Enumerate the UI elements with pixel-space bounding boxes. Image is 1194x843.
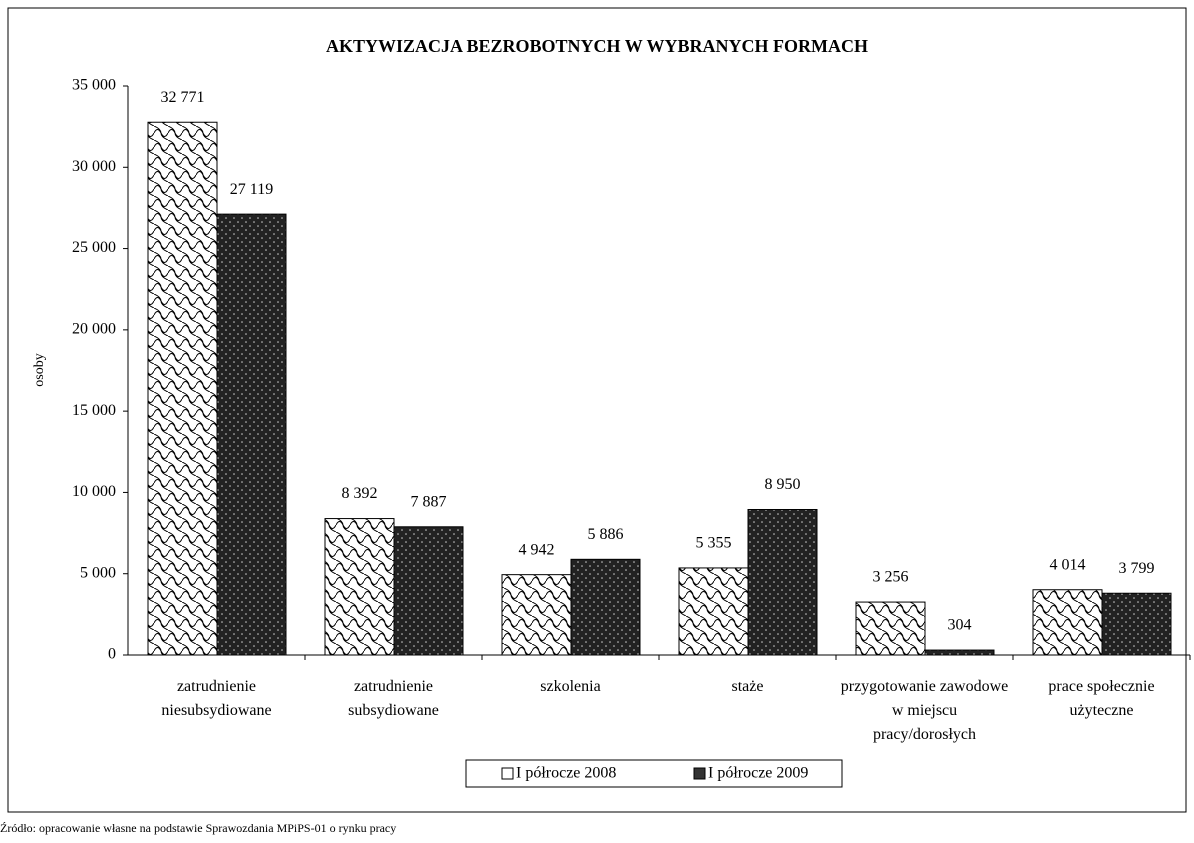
- value-label: 4 942: [519, 541, 555, 558]
- legend-label: I półrocze 2008: [516, 765, 616, 782]
- y-tick-label: 35 000: [72, 77, 116, 94]
- value-label: 32 771: [161, 89, 205, 106]
- y-tick-label: 10 000: [72, 483, 116, 500]
- bar: [501, 574, 572, 656]
- y-tick-label: 30 000: [72, 158, 116, 175]
- value-label: 5 355: [696, 535, 732, 552]
- bar: [1032, 589, 1103, 656]
- value-label: 304: [948, 617, 972, 634]
- x-tick-label: przygotowanie zawodowe w miejscu pracy/d…: [840, 678, 1009, 743]
- value-label: 3 256: [873, 569, 909, 586]
- x-tick-label: zatrudnienie subsydiowane: [348, 678, 439, 719]
- legend-swatch: [693, 767, 706, 780]
- value-label: 3 799: [1119, 560, 1155, 577]
- y-tick-label: 25 000: [72, 239, 116, 256]
- bar: [324, 518, 395, 656]
- bar: [747, 508, 818, 656]
- y-tick-label: 15 000: [72, 402, 116, 419]
- bar: [924, 649, 995, 656]
- bar: [147, 121, 218, 656]
- bar: [1101, 592, 1172, 656]
- y-tick-label: 20 000: [72, 321, 116, 338]
- bar: [855, 601, 926, 656]
- frame: [7, 7, 1187, 813]
- x-tick-label: staże: [731, 678, 764, 695]
- x-tick-label: szkolenia: [540, 678, 601, 695]
- value-label: 4 014: [1050, 556, 1086, 573]
- y-tick-label: 5 000: [80, 564, 116, 581]
- x-tick-label: prace społecznie użyteczne: [1048, 678, 1155, 719]
- value-label: 8 392: [342, 485, 378, 502]
- legend-label: I półrocze 2009: [708, 765, 808, 782]
- chart-title: AKTYWIZACJA BEZROBOTNYCH W WYBRANYCH FOR…: [326, 36, 868, 56]
- value-label: 27 119: [230, 181, 273, 198]
- y-tick-label: 0: [108, 646, 116, 663]
- value-label: 8 950: [765, 476, 801, 493]
- bar: [570, 558, 641, 656]
- value-label: 7 887: [411, 493, 447, 510]
- value-label: 5 886: [588, 526, 624, 543]
- bar: [216, 213, 287, 656]
- x-tick-label: zatrudnienie niesubsydiowane: [161, 678, 272, 719]
- y-axis-label: osoby: [32, 353, 47, 386]
- bar: [678, 567, 749, 656]
- legend-box: [465, 759, 843, 788]
- bar: [393, 526, 464, 656]
- source-note: Źródło: opracowanie własne na podstawie …: [0, 821, 396, 835]
- legend-swatch: [501, 767, 514, 780]
